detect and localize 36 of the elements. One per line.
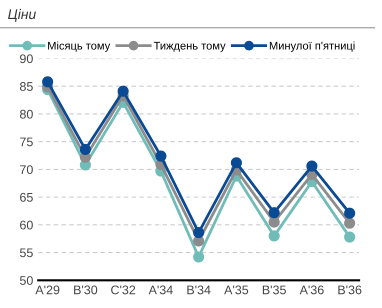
y-tick-label: 60 xyxy=(20,220,33,230)
y-tick-label: 65 xyxy=(20,192,33,202)
x-tick-label: A'29 xyxy=(35,285,60,294)
y-tick-label: 70 xyxy=(20,165,33,174)
legend-label: Місяць тому xyxy=(48,42,110,52)
point xyxy=(80,144,91,155)
legend-label: Тиждень тому xyxy=(154,42,226,52)
x-tick-label: B'30 xyxy=(74,285,98,294)
point xyxy=(155,150,166,162)
point xyxy=(42,76,54,88)
point xyxy=(268,230,280,242)
point xyxy=(268,216,280,228)
legend-label: Минулої п'ятниці xyxy=(270,42,354,52)
chart-title: Ціни xyxy=(8,8,36,22)
x-tick-label: A'34 xyxy=(148,285,173,294)
point xyxy=(268,207,280,218)
point xyxy=(344,218,356,229)
y-tick-label: 85 xyxy=(20,82,33,91)
y-tick-label: 75 xyxy=(20,138,33,146)
point xyxy=(118,86,129,97)
y-tick-label: 50 xyxy=(20,276,33,285)
x-tick-label: B'36 xyxy=(338,285,362,294)
x-tick-label: B'34 xyxy=(187,285,211,294)
y-tick-label: 55 xyxy=(20,248,33,258)
point xyxy=(344,208,356,219)
point xyxy=(193,251,204,263)
point xyxy=(344,231,356,243)
y-tick-label: 90 xyxy=(20,54,33,64)
x-tick-label: B'35 xyxy=(262,285,286,294)
point xyxy=(193,227,204,238)
y-tick-label: 80 xyxy=(20,110,33,119)
x-tick-label: A'35 xyxy=(224,285,248,294)
point xyxy=(306,160,318,172)
point xyxy=(230,157,242,168)
x-tick-label: C'32 xyxy=(111,285,136,294)
x-tick-label: A'36 xyxy=(300,285,324,294)
